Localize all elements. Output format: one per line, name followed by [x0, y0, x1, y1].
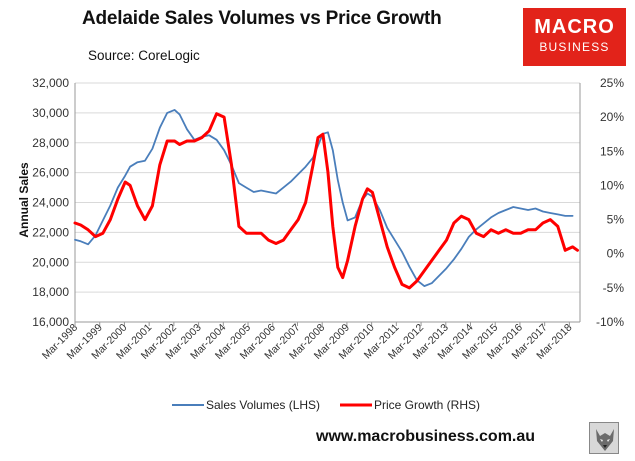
y-tick-label: 26,000 [32, 166, 69, 180]
y-tick-label: 18,000 [32, 285, 69, 299]
y-tick-label: 30,000 [32, 106, 69, 120]
legend-label-price: Price Growth (RHS) [374, 398, 480, 412]
series-line-sales-volumes [74, 109, 574, 288]
y2-tick-label: 5% [607, 213, 625, 227]
y-tick-label: 24,000 [32, 196, 69, 210]
gridlines [75, 82, 580, 323]
logo-line-business: BUSINESS [539, 40, 610, 54]
logo-line-macro: MACRO [534, 16, 615, 38]
wolf-logo-icon [589, 422, 619, 454]
y2-tick-label: 15% [600, 144, 624, 158]
y2-tick-label: 10% [600, 178, 624, 192]
source-note: Source: CoreLogic [88, 48, 200, 63]
website-url: www.macrobusiness.com.au [316, 428, 536, 445]
chart-title: Adelaide Sales Volumes vs Price Growth [82, 8, 442, 29]
legend: Sales Volumes (LHS) Price Growth (RHS) [172, 398, 480, 412]
y-tick-label: 28,000 [32, 136, 69, 150]
axes [74, 83, 581, 326]
legend-label-sales: Sales Volumes (LHS) [206, 398, 320, 412]
y-axis-label: Annual Sales [17, 162, 31, 238]
y2-tick-label: -5% [603, 281, 625, 295]
y2-tick-label: -10% [596, 315, 624, 329]
y-tick-label: 22,000 [32, 225, 69, 239]
series-lines [73, 109, 579, 290]
y-tick-label: 32,000 [32, 76, 69, 90]
macrobusiness-logo: MACRO BUSINESS [523, 8, 626, 66]
tick-labels: 16,000 18,000 20,000 22,000 24,000 26,000 28,0… [32, 76, 624, 362]
y-tick-label: 20,000 [32, 255, 69, 269]
y2-tick-label: 0% [607, 247, 625, 261]
series-line-price-growth [73, 112, 579, 290]
y2-tick-label: 25% [600, 76, 624, 90]
y-tick-label: 16,000 [32, 315, 69, 329]
y2-tick-label: 20% [600, 110, 624, 124]
